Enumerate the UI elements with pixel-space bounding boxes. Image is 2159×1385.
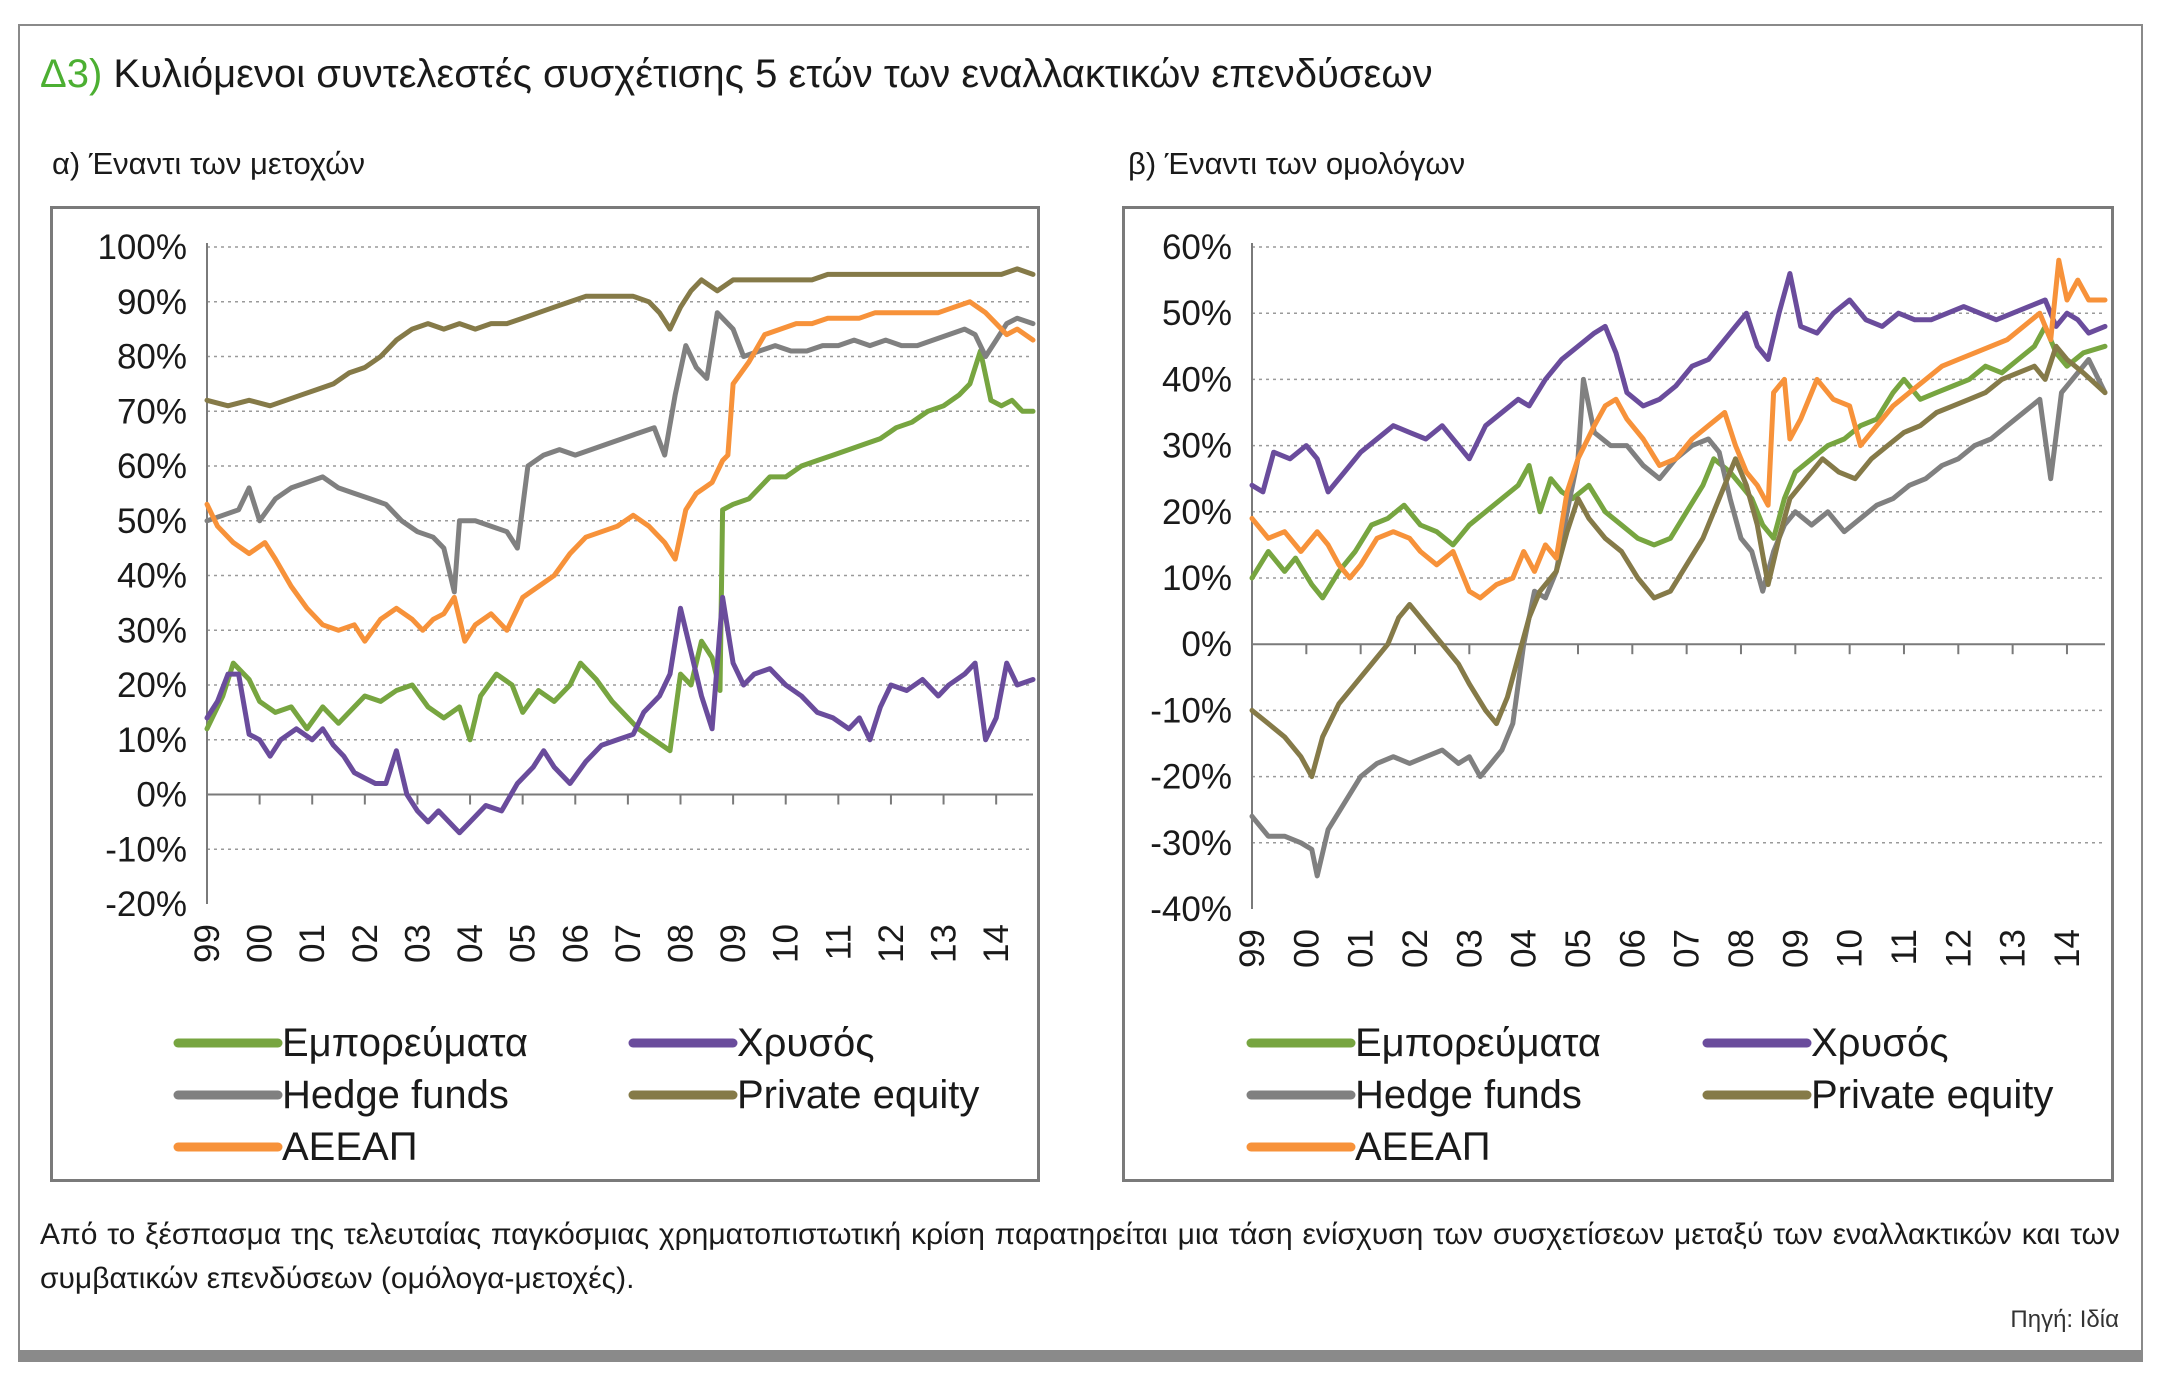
legend-item-hedge-funds: Hedge funds	[1246, 1073, 1582, 1117]
y-tick-label: 60%	[1162, 228, 1232, 267]
y-tick-label: 50%	[117, 502, 187, 541]
y-tick-label: 100%	[97, 228, 187, 267]
series-line-gold	[1249, 271, 2108, 495]
y-tick-label: 40%	[1162, 360, 1232, 399]
legend-item-commodities: Εμπορεύματα	[1246, 1021, 1601, 1065]
x-tick-label: 99	[188, 924, 227, 963]
y-tick-label: 80%	[117, 338, 187, 377]
x-tick-label: 05	[504, 924, 543, 963]
y-tick-label: 10%	[117, 721, 187, 760]
x-tick-label: 13	[925, 924, 964, 963]
y-tick-label: 70%	[117, 392, 187, 431]
series-line-private-equity	[1249, 343, 2108, 780]
x-tick-label: 12	[872, 924, 911, 963]
x-tick-label: 10	[767, 924, 806, 963]
x-tick-label: 11	[819, 924, 858, 960]
y-tick-label: 30%	[1162, 427, 1232, 466]
chart-stocks-svg: 100% 90% 80% 70% 60% 50% 40% 30% 20% 10% 0% -10% -20…	[97, 228, 1036, 1169]
legend-item-gold: Χρυσός	[1702, 1021, 1949, 1065]
x-tick-label: 03	[398, 924, 437, 963]
legend-label: Χρυσός	[737, 1021, 875, 1065]
x-tick-label: 08	[662, 924, 701, 963]
x-tick-label: 10	[1831, 929, 1870, 968]
x-tick-label: 00	[241, 924, 280, 963]
x-tick-label: 02	[1396, 929, 1435, 968]
legend-item-commodities: Εμπορεύματα	[173, 1021, 528, 1065]
y-tick-label: 0%	[1181, 625, 1232, 664]
legend-item-gold: Χρυσός	[628, 1021, 875, 1065]
x-tick-label: 04	[1505, 929, 1544, 968]
y-tick-label: 90%	[117, 283, 187, 322]
figure-title-text: Κυλιόμενοι συντελεστές συσχέτισης 5 ετών…	[113, 52, 1433, 96]
x-tick-label: 09	[714, 924, 753, 963]
legend-label: ΑΕΕΑΠ	[1355, 1125, 1491, 1169]
legend-label: Hedge funds	[1355, 1073, 1582, 1117]
legend-label: Hedge funds	[282, 1073, 509, 1117]
y-tick-label: -10%	[105, 830, 187, 869]
y-tick-label: -20%	[105, 885, 187, 924]
x-tick-label: 07	[609, 924, 648, 963]
series-line-commodities	[204, 348, 1036, 754]
legend-item-reits: ΑΕΕΑΠ	[173, 1125, 418, 1169]
x-tick-label: 11	[1885, 929, 1924, 965]
chart-bonds-svg: 60% 50% 40% 30% 20% 10% 0% -10% -20% -30% -40%99 00…	[1150, 228, 2108, 1169]
x-tick-label: 02	[346, 924, 385, 963]
series-line-reits	[204, 299, 1036, 644]
x-tick-label: 01	[293, 924, 332, 963]
legend-item-reits: ΑΕΕΑΠ	[1246, 1125, 1491, 1169]
x-tick-label: 09	[1776, 929, 1815, 968]
y-tick-label: 20%	[1162, 493, 1232, 532]
x-tick-label: 07	[1668, 929, 1707, 968]
legend-item-hedge-funds: Hedge funds	[173, 1073, 509, 1117]
figure-caption: Από το ξέσπασμα της τελευταίας παγκόσμια…	[40, 1218, 2120, 1295]
x-tick-label: 01	[1342, 929, 1381, 968]
chart-panel-stocks: 100% 90% 80% 70% 60% 50% 40% 30% 20% 10% 0% -10% -20…	[50, 206, 1040, 1182]
legend-item-private-equity: Private equity	[628, 1073, 979, 1117]
y-tick-label: -10%	[1150, 691, 1232, 730]
figure-source: Πηγή: Ιδία	[2010, 1306, 2119, 1333]
x-tick-label: 99	[1233, 929, 1272, 968]
y-tick-label: -20%	[1150, 758, 1232, 797]
x-tick-label: 06	[556, 924, 595, 963]
legend-label: Εμπορεύματα	[1355, 1021, 1601, 1065]
series-line-hedge-funds	[1249, 357, 2108, 879]
x-tick-label: 08	[1722, 929, 1761, 968]
legend-label: Private equity	[1811, 1073, 2053, 1117]
series-line-reits	[1249, 257, 2108, 601]
panel-a-title: α) Έναντι των μετοχών	[52, 146, 365, 181]
x-tick-label: 14	[2048, 929, 2087, 968]
x-tick-label: 14	[977, 924, 1016, 963]
y-tick-label: 60%	[117, 447, 187, 486]
y-tick-label: 40%	[117, 557, 187, 596]
figure-frame	[18, 24, 2143, 1362]
x-tick-label: 00	[1287, 929, 1326, 968]
figure-code: Δ3)	[40, 52, 103, 96]
x-tick-label: 12	[1939, 929, 1978, 968]
figure-title: Δ3) Κυλιόμενοι συντελεστές συσχέτισης 5 …	[40, 52, 1433, 97]
x-tick-label: 04	[451, 924, 490, 963]
y-tick-label: 30%	[117, 611, 187, 650]
y-tick-label: 20%	[117, 666, 187, 705]
y-tick-label: -40%	[1150, 890, 1232, 929]
x-tick-label: 13	[1994, 929, 2033, 968]
x-tick-label: 03	[1450, 929, 1489, 968]
x-tick-label: 05	[1559, 929, 1598, 968]
legend-label: Private equity	[737, 1073, 979, 1117]
y-tick-label: 10%	[1162, 559, 1232, 598]
series-line-hedge-funds	[204, 310, 1036, 595]
series-line-gold	[204, 594, 1036, 836]
panel-b-title: β) Έναντι των ομολόγων	[1128, 146, 1466, 181]
y-tick-label: 0%	[136, 776, 187, 815]
legend-label: Εμπορεύματα	[282, 1021, 528, 1065]
legend-label: ΑΕΕΑΠ	[282, 1125, 418, 1169]
series-line-private-equity	[204, 266, 1036, 409]
x-tick-label: 06	[1613, 929, 1652, 968]
legend-item-private-equity: Private equity	[1702, 1073, 2053, 1117]
series-line-commodities	[1249, 323, 2108, 601]
legend-label: Χρυσός	[1811, 1021, 1949, 1065]
y-tick-label: 50%	[1162, 294, 1232, 333]
chart-panel-bonds: 60% 50% 40% 30% 20% 10% 0% -10% -20% -30% -40% 99 00…	[1122, 206, 2114, 1182]
y-tick-label: -30%	[1150, 824, 1232, 863]
